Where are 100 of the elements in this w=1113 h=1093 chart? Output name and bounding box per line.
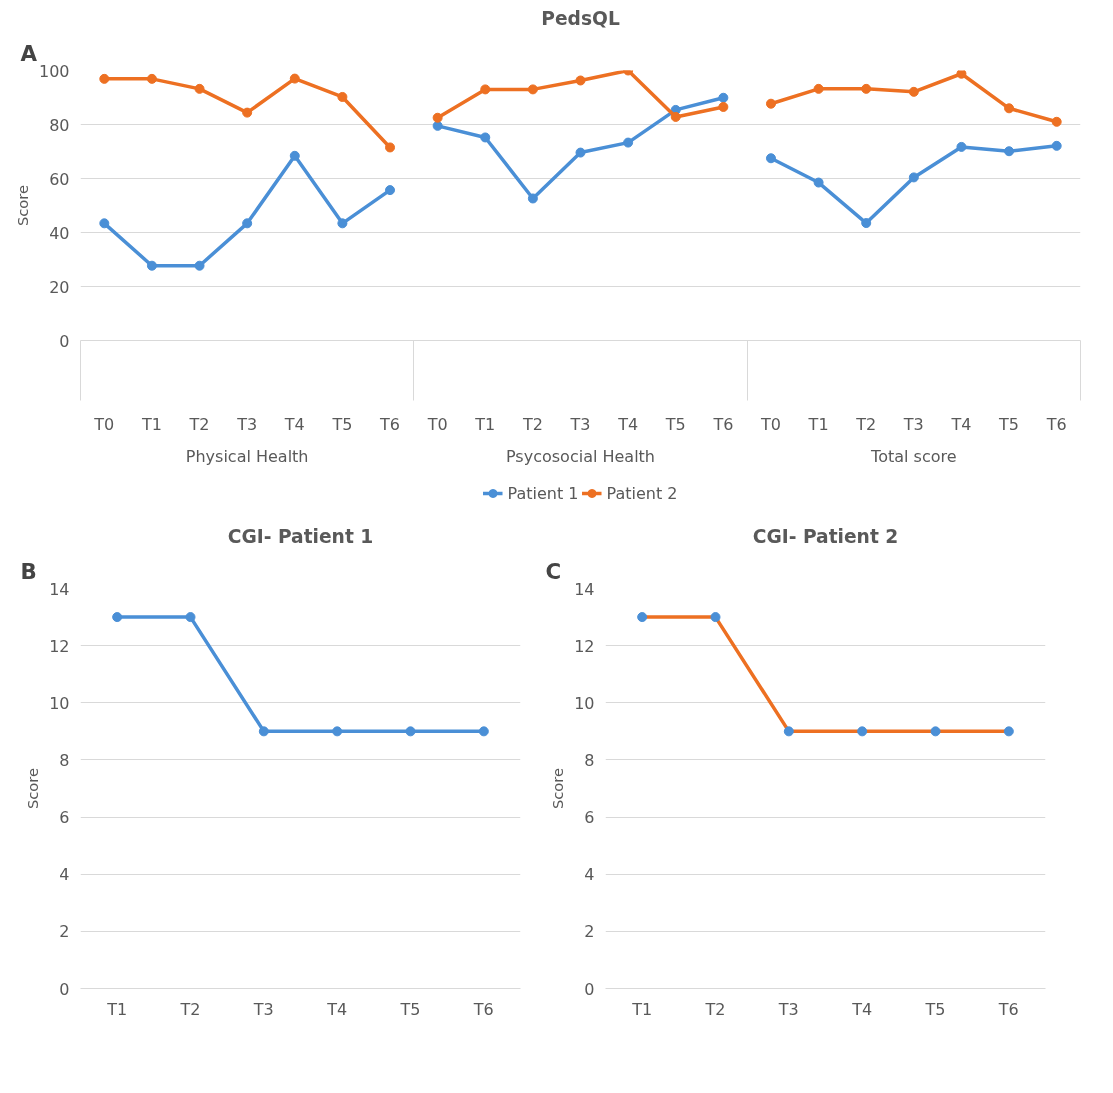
- point: [194, 260, 205, 271]
- point: [1004, 103, 1015, 114]
- y-tick-label: 20: [49, 277, 70, 297]
- point: [385, 142, 396, 153]
- point: [861, 218, 872, 229]
- point: [289, 150, 300, 161]
- x-tick-label: T1: [631, 999, 653, 1019]
- point: [337, 91, 348, 102]
- x-tick-label: T1: [140, 414, 162, 434]
- x-tick-label: T6: [712, 414, 734, 434]
- point: [480, 84, 491, 95]
- x-tick-label: T5: [664, 414, 686, 434]
- point: [242, 107, 253, 118]
- point: [527, 84, 538, 95]
- point: [146, 73, 157, 84]
- point: [1051, 116, 1062, 127]
- x-tick-label: T1: [474, 414, 496, 434]
- point: [146, 260, 157, 271]
- point: [99, 218, 110, 229]
- point: [956, 141, 967, 152]
- x-tick-label: T1: [807, 414, 829, 434]
- y-tick-label: 8: [59, 750, 70, 770]
- text: A: [20, 40, 38, 66]
- point: [575, 75, 586, 86]
- point: [813, 83, 824, 94]
- x-tick-label: T3: [236, 414, 258, 434]
- x-tick-label: T5: [924, 999, 946, 1019]
- x-tick-label: T3: [252, 999, 274, 1019]
- point: [813, 177, 824, 188]
- point: [623, 137, 634, 148]
- y-tick-label: 4: [59, 865, 70, 885]
- x-tick-label: T6: [1045, 414, 1067, 434]
- legend-label: Patient 1: [507, 483, 579, 503]
- point: [385, 185, 396, 196]
- chart-title: CGI- Patient 1: [227, 525, 374, 547]
- x-tick-label: T4: [283, 414, 305, 434]
- x-tick-label: T3: [777, 999, 799, 1019]
- point: [765, 153, 776, 164]
- point: [527, 193, 538, 204]
- x-tick-label: T0: [426, 414, 448, 434]
- y-tick-label: 2: [584, 922, 595, 942]
- point: [480, 132, 491, 143]
- x-tick-label: T1: [106, 999, 128, 1019]
- y-tick-label: 0: [59, 979, 70, 999]
- point: [432, 112, 443, 123]
- point: [765, 98, 776, 109]
- text: B: [20, 558, 37, 584]
- y-tick-label: 6: [584, 808, 595, 828]
- chart-title: PedsQL: [541, 7, 620, 29]
- x-tick-label: T2: [704, 999, 726, 1019]
- x-tick-label: T0: [760, 414, 781, 434]
- y-tick-label: 0: [59, 331, 70, 351]
- y-axis-title: Score: [549, 767, 567, 810]
- x-tick-label: T6: [472, 999, 494, 1019]
- point: [99, 73, 110, 84]
- y-tick-label: 4: [584, 865, 595, 885]
- y-tick-label: 8: [584, 750, 595, 770]
- point: [908, 86, 919, 97]
- x-tick-label: T2: [521, 414, 543, 434]
- point: [289, 73, 300, 84]
- x-tick-label: T5: [399, 999, 421, 1019]
- y-tick-label: 10: [49, 693, 70, 713]
- x-tick-label: T3: [569, 414, 591, 434]
- x-tick-label: T4: [851, 999, 873, 1019]
- y-tick-label: 12: [574, 636, 595, 656]
- y-tick-label: 10: [574, 693, 595, 713]
- x-tick-label: T2: [188, 414, 210, 434]
- y-tick-label: 0: [584, 979, 595, 999]
- x-tick-label: T4: [950, 414, 972, 434]
- point: [718, 92, 729, 103]
- x-tick-label: T6: [379, 414, 400, 434]
- y-axis-title: Score: [13, 184, 31, 227]
- y-axis-title: Score: [24, 767, 42, 810]
- point: [861, 83, 872, 94]
- y-tick-label: 60: [49, 169, 70, 189]
- point: [1004, 146, 1015, 157]
- text: Physical Health: [185, 446, 309, 466]
- chart-title: CGI- Patient 2: [752, 525, 899, 547]
- point: [1051, 140, 1062, 151]
- point: [194, 83, 205, 94]
- legend-label: Patient 2: [606, 483, 678, 503]
- y-tick-label: 14: [49, 579, 70, 599]
- y-tick-label: 100: [38, 61, 70, 81]
- x-tick-label: T6: [997, 999, 1019, 1019]
- x-tick-label: T4: [617, 414, 639, 434]
- x-tick-label: T3: [902, 414, 924, 434]
- x-tick-label: T2: [855, 414, 877, 434]
- y-tick-label: 12: [49, 636, 70, 656]
- y-tick-label: 2: [59, 922, 70, 942]
- x-tick-label: T4: [326, 999, 348, 1019]
- point: [575, 147, 586, 158]
- point: [242, 218, 253, 229]
- x-tick-label: T0: [93, 414, 115, 434]
- point: [718, 101, 729, 112]
- point: [337, 218, 348, 229]
- point: [908, 172, 919, 183]
- x-tick-label: T2: [179, 999, 201, 1019]
- text: Psycosocial Health: [506, 446, 655, 466]
- point: [956, 70, 967, 79]
- x-tick-label: T5: [331, 414, 353, 434]
